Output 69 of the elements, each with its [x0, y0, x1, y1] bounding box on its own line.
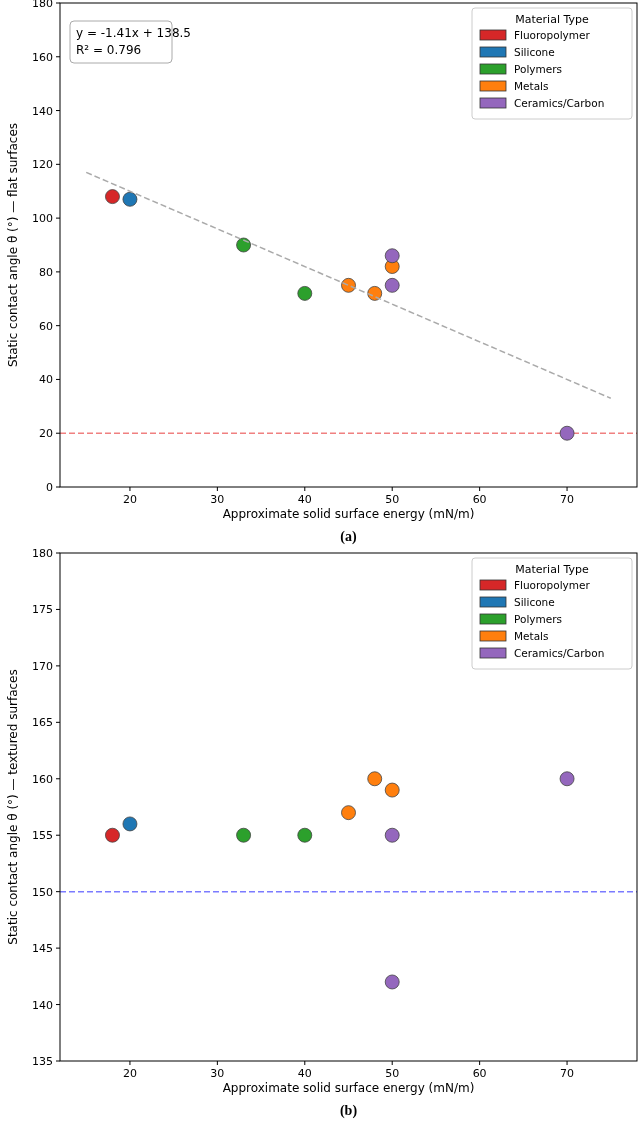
y-tick-label: 0 [46, 481, 53, 494]
y-tick-label: 80 [39, 265, 53, 279]
point [559, 771, 575, 787]
x-tick-label: 40 [297, 493, 312, 506]
y-tick-label: 175 [32, 603, 53, 617]
x-axis-title: Approximate solid surface energy (mN/m) [222, 507, 475, 521]
legend-label: Fluoropolymer [514, 29, 591, 41]
x-tick-label: 20 [122, 1067, 137, 1080]
x-tick-label: 60 [472, 493, 487, 506]
y-tick-label: 120 [32, 158, 53, 172]
y-tick-label: 180 [32, 547, 53, 560]
point [559, 425, 575, 441]
y-tick-label: 155 [32, 829, 53, 843]
y-tick-label: 160 [32, 50, 53, 64]
point [384, 782, 400, 798]
legend-label: Ceramics/Carbon [514, 647, 605, 659]
point [297, 286, 313, 301]
x-tick-label: 70 [560, 1067, 575, 1080]
x-tick-label: 50 [385, 493, 400, 506]
point [384, 974, 400, 990]
x-tick-label: 20 [122, 493, 137, 506]
y-axis-title: Static contact angle θ (°) — flat surfaces [6, 122, 20, 368]
point [236, 237, 251, 253]
y-tick-label: 40 [39, 373, 53, 387]
x-axis-title: Approximate solid surface energy (mN/m) [222, 1081, 475, 1095]
y-tick-label: 140 [32, 998, 53, 1012]
x-tick-label: 40 [297, 1067, 312, 1080]
annotation: y = -1.41x + 138.5 [76, 26, 191, 40]
point [122, 816, 138, 832]
legend-title: Material Type [515, 13, 589, 26]
legend-title: Material Type [515, 563, 589, 576]
y-tick-label: 140 [32, 104, 53, 118]
point [367, 771, 383, 787]
point [105, 827, 120, 843]
y-tick-label: 170 [32, 659, 53, 673]
text: (a) [340, 529, 357, 545]
point [384, 277, 400, 293]
text: (b) [339, 1103, 358, 1119]
point [236, 827, 251, 843]
y-axis-title: Static contact angle θ (°) — textured surfaces [6, 669, 20, 945]
legend-label: Fluoropolymer [514, 579, 591, 591]
point [297, 827, 313, 843]
point [384, 827, 400, 843]
x-tick-label: 30 [210, 1067, 225, 1080]
y-tick-label: 60 [39, 319, 53, 333]
y-tick-label: 145 [32, 942, 53, 956]
x-tick-label: 70 [560, 493, 575, 506]
point [105, 189, 120, 204]
legend-label: Silicone [514, 46, 555, 58]
y-tick-label: 135 [32, 1055, 53, 1068]
legend-label: Ceramics/Carbon [514, 97, 605, 109]
legend-label: Polymers [514, 613, 562, 625]
legend-label: Metals [514, 80, 549, 92]
y-tick-label: 165 [32, 716, 53, 730]
legend-label: Metals [514, 630, 549, 642]
x-tick-label: 30 [210, 493, 225, 506]
x-tick-label: 60 [472, 1067, 487, 1080]
legend-label: Silicone [514, 596, 555, 608]
point [384, 248, 400, 264]
legend-label: Polymers [514, 63, 562, 75]
y-tick-label: 150 [32, 885, 53, 899]
point [367, 286, 383, 301]
point [341, 805, 356, 821]
y-tick-label: 100 [32, 212, 53, 226]
annotation: R² = 0.796 [76, 43, 142, 57]
x-tick-label: 50 [385, 1067, 400, 1080]
point [122, 191, 138, 207]
y-tick-label: 20 [39, 427, 53, 441]
y-tick-label: 160 [32, 772, 53, 786]
